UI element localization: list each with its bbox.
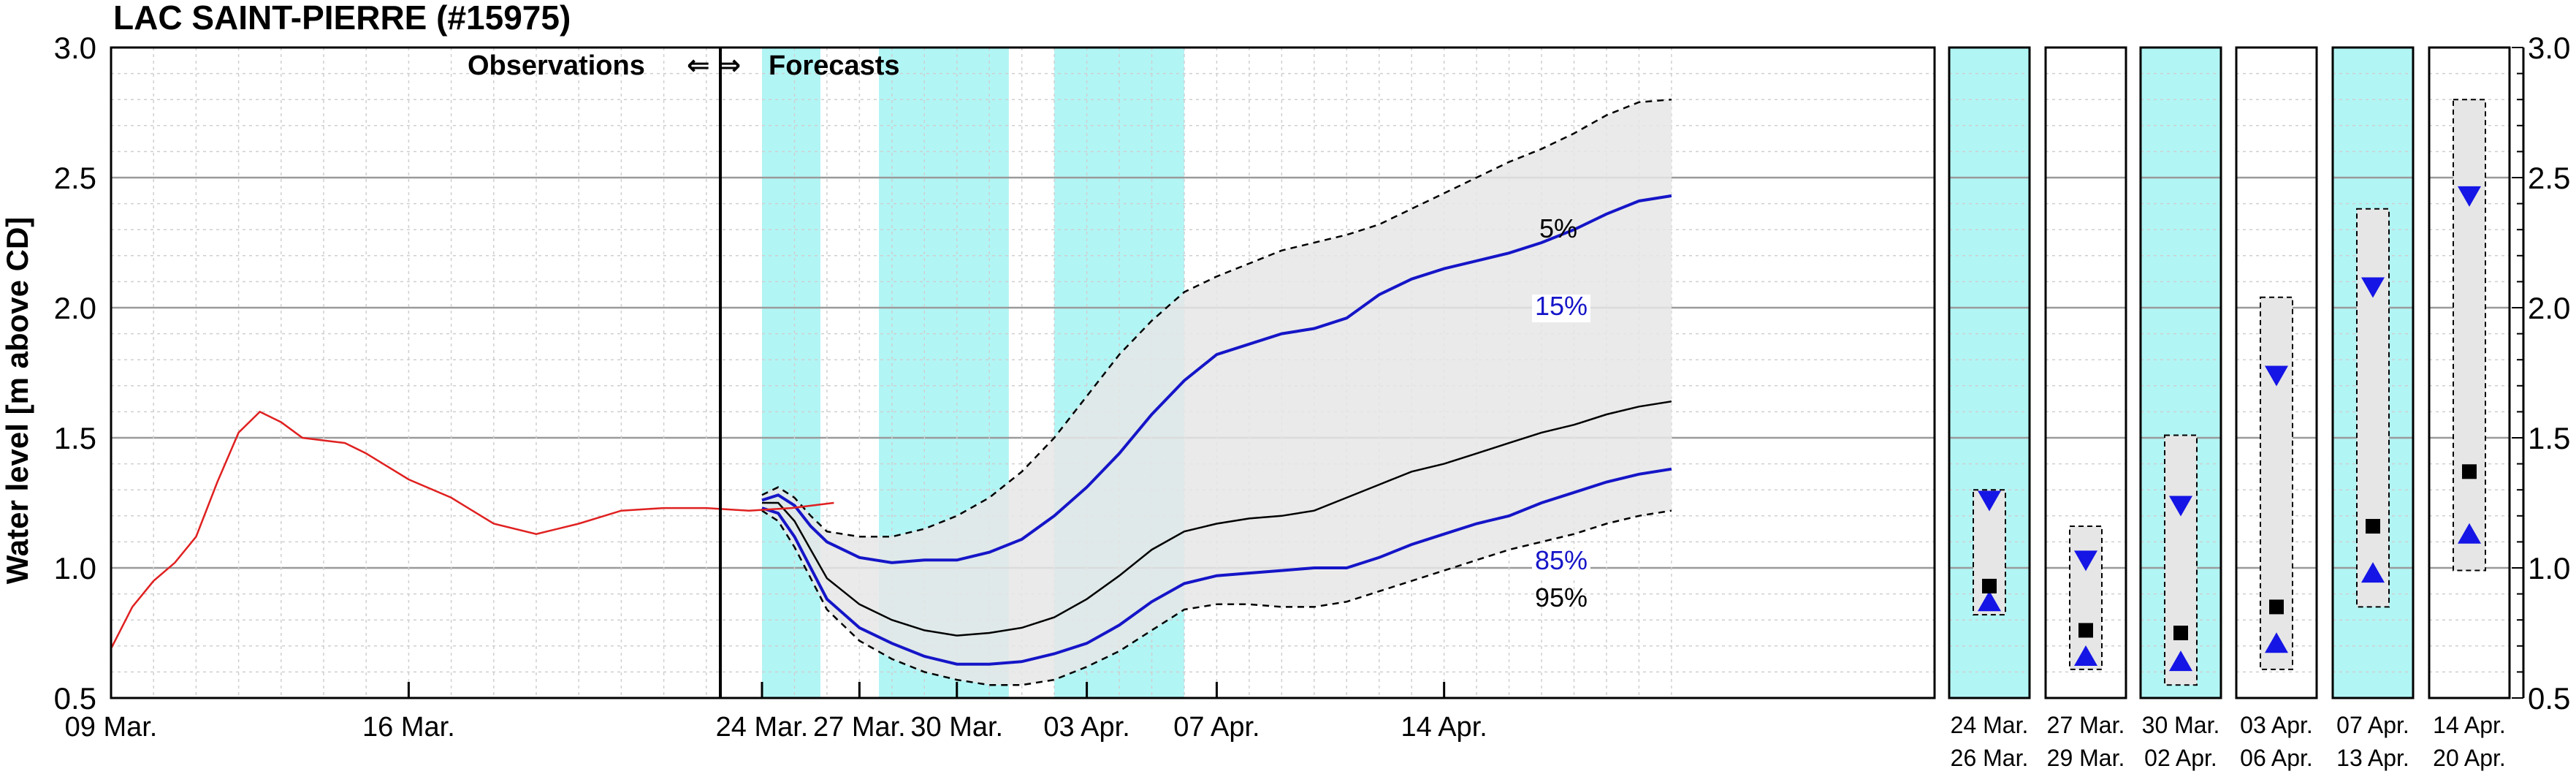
panel-date-end: 26 Mar. bbox=[1951, 745, 2029, 771]
panel-frame bbox=[2331, 46, 2415, 699]
right-y-tick-label: 3.0 bbox=[2528, 31, 2570, 65]
p15-marker bbox=[2074, 550, 2097, 572]
x-tick-label: 14 Apr. bbox=[1401, 712, 1487, 743]
x-tick-label: 09 Mar. bbox=[65, 712, 158, 743]
panel-frame bbox=[1948, 46, 2031, 699]
x-tick-label: 27 Mar. bbox=[813, 712, 906, 743]
median-marker bbox=[2462, 464, 2477, 479]
panel-date-end: 13 Apr. bbox=[2336, 745, 2409, 771]
median-marker bbox=[1982, 578, 1997, 593]
panel-frame bbox=[2044, 46, 2127, 699]
y-tick-label: 2.0 bbox=[54, 291, 96, 325]
panel-date-start: 30 Mar. bbox=[2142, 712, 2220, 738]
y-tick-label: 0.5 bbox=[54, 681, 96, 716]
forecasts-label: Forecasts bbox=[769, 50, 900, 81]
p85-marker bbox=[2169, 650, 2192, 672]
direction-arrows: ⇐ ⇒ bbox=[687, 50, 741, 81]
series-label: 95% bbox=[1535, 583, 1588, 612]
right-y-axis: 0.5 1.0 1.5 2.0 2.5 3.0 bbox=[2512, 31, 2570, 716]
right-y-tick-label: 2.0 bbox=[2528, 291, 2570, 325]
panel-date-start: 03 Apr. bbox=[2240, 712, 2313, 738]
panel-range-box bbox=[2453, 99, 2486, 572]
x-tick-label: 30 Mar. bbox=[910, 712, 1003, 743]
p15-marker bbox=[2169, 496, 2192, 517]
right-y-tick-label: 0.5 bbox=[2528, 681, 2570, 716]
right-y-tick-label: 2.5 bbox=[2528, 161, 2570, 195]
x-tick-label: 03 Apr. bbox=[1043, 712, 1129, 743]
median-marker bbox=[2269, 599, 2284, 615]
p15-marker bbox=[2458, 186, 2481, 207]
chart-title: LAC SAINT-PIERRE (#15975) bbox=[113, 0, 571, 37]
series-label-backdrop bbox=[1532, 295, 1590, 322]
right-y-tick-label: 1.5 bbox=[2528, 421, 2570, 455]
panel-date-start: 24 Mar. bbox=[1951, 712, 2029, 738]
main-plot: 5% 15% 85% 95% 0.5 1.0 1.5 2.0 2.5 3.0 09 Mar. 16 M… bbox=[54, 31, 1936, 743]
panel-range-box bbox=[2356, 208, 2390, 608]
panel-frame bbox=[2139, 46, 2222, 699]
x-tick-label: 16 Mar. bbox=[362, 712, 455, 743]
observed-series-line bbox=[110, 410, 834, 649]
median-marker bbox=[2173, 626, 2188, 640]
y-tick-label: 1.5 bbox=[54, 421, 96, 455]
forecast-band bbox=[762, 99, 1672, 686]
median-marker bbox=[2078, 623, 2093, 638]
p85-marker bbox=[2458, 523, 2481, 544]
y-tick-label: 1.0 bbox=[54, 551, 96, 585]
panel-range-box bbox=[2164, 434, 2198, 686]
plot-frame bbox=[110, 46, 1936, 699]
panel-date-end: 06 Apr. bbox=[2240, 745, 2313, 771]
forecast-series-line bbox=[761, 467, 1672, 666]
median-marker bbox=[2366, 519, 2380, 534]
series-label-backdrop bbox=[1532, 549, 1590, 577]
observations-label: Observations bbox=[468, 50, 645, 81]
forecast-series-line bbox=[762, 400, 1672, 637]
y-axis-label-left: Water level [m above CD] bbox=[0, 217, 34, 585]
panel-frame bbox=[2428, 46, 2511, 699]
p85-marker bbox=[1978, 591, 2001, 612]
p15-marker bbox=[1978, 490, 2001, 512]
right-y-tick-label: 1.0 bbox=[2528, 551, 2570, 585]
shaded-period bbox=[762, 48, 821, 698]
forecast-series-line bbox=[761, 509, 1672, 686]
p85-marker bbox=[2361, 562, 2385, 583]
p85-marker bbox=[2074, 645, 2097, 667]
panel-date-start: 27 Mar. bbox=[2047, 712, 2125, 738]
series-label: 15% bbox=[1535, 291, 1588, 321]
p85-marker bbox=[2265, 632, 2288, 653]
series-label: 5% bbox=[1539, 213, 1577, 243]
p15-marker bbox=[2361, 277, 2385, 298]
y-tick-label: 2.5 bbox=[54, 161, 96, 195]
y-tick-label: 3.0 bbox=[54, 31, 96, 65]
panel-date-start: 14 Apr. bbox=[2433, 712, 2506, 738]
panel-date-end: 20 Apr. bbox=[2433, 745, 2506, 771]
panel-frame bbox=[2235, 46, 2318, 699]
x-tick-label: 07 Apr. bbox=[1173, 712, 1260, 743]
weekly-panels: 24 Mar. 26 Mar. 27 Mar. 29 Mar. 30 Mar. 02 Ap… bbox=[1948, 46, 2511, 771]
panel-date-end: 02 Apr. bbox=[2144, 745, 2217, 771]
forecast-series-line bbox=[761, 98, 1672, 538]
x-tick-label: 24 Mar. bbox=[716, 712, 809, 743]
series-label: 85% bbox=[1535, 545, 1588, 575]
panel-date-start: 07 Apr. bbox=[2336, 712, 2409, 738]
panel-date-end: 29 Mar. bbox=[2047, 745, 2125, 771]
forecast-series-line bbox=[761, 194, 1672, 564]
p15-marker bbox=[2265, 365, 2288, 387]
